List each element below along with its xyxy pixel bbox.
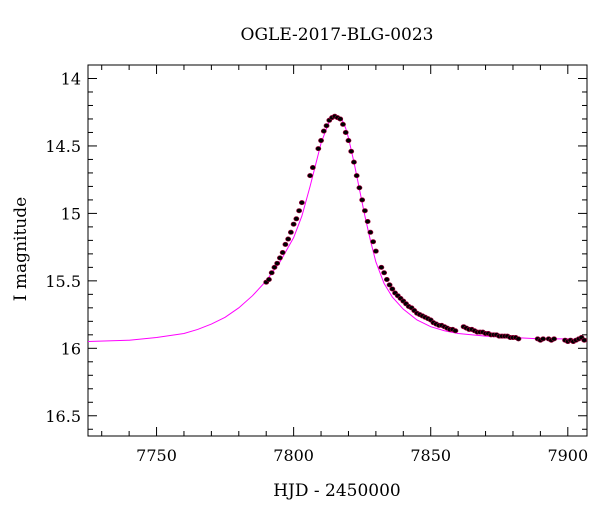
- x-axis-label: HJD - 2450000: [273, 481, 401, 501]
- data-point: [268, 270, 275, 276]
- data-point: [515, 336, 522, 342]
- model-curve-layer: [87, 115, 588, 343]
- y-tick-label: 16: [61, 339, 81, 358]
- data-point: [383, 277, 390, 283]
- data-point: [320, 128, 327, 134]
- data-point: [353, 173, 360, 179]
- data-point: [540, 336, 547, 342]
- data-point: [367, 229, 374, 235]
- data-point: [551, 336, 557, 342]
- data-point: [315, 146, 322, 152]
- data-point: [452, 328, 459, 334]
- data-point: [356, 185, 363, 191]
- data-point: [337, 116, 344, 122]
- plot-frame: [87, 64, 588, 437]
- y-tick-label: 15: [61, 204, 81, 223]
- model-curve: [87, 115, 588, 343]
- data-point: [282, 241, 289, 247]
- chart-title: OGLE-2017-BLG-0023: [241, 25, 434, 45]
- data-point: [285, 236, 292, 242]
- data-point: [345, 138, 352, 144]
- data-point: [372, 248, 379, 254]
- data-point: [298, 200, 305, 206]
- y-tick-label: 14: [61, 69, 81, 88]
- y-tick-label: 15.5: [45, 272, 81, 291]
- data-point: [266, 277, 272, 283]
- data-point: [274, 260, 281, 266]
- data-point: [277, 255, 283, 261]
- data-point: [279, 250, 286, 256]
- x-tick-label: 7750: [136, 446, 177, 465]
- data-point: [364, 218, 371, 224]
- tick-layer: 7750 7800 7850 7900 14 14.5 15 15.5 16 16.5: [45, 64, 588, 465]
- data-points-layer: [263, 113, 588, 345]
- data-point: [318, 138, 324, 144]
- data-point: [386, 282, 393, 288]
- data-point: [340, 121, 346, 127]
- data-point: [309, 165, 316, 171]
- x-tick-label: 7850: [410, 446, 451, 465]
- y-axis-label: I magnitude: [11, 197, 31, 301]
- data-point: [348, 148, 355, 154]
- data-point: [381, 270, 388, 276]
- data-point: [296, 208, 303, 214]
- data-point: [323, 123, 330, 129]
- data-point: [307, 173, 313, 179]
- data-point: [362, 208, 368, 214]
- data-point: [271, 264, 278, 270]
- x-tick-label: 7800: [273, 446, 314, 465]
- data-point: [287, 229, 294, 235]
- data-point: [290, 221, 297, 227]
- data-point: [378, 264, 385, 270]
- y-tick-label: 16.5: [45, 407, 81, 426]
- data-point: [351, 159, 357, 165]
- y-tick-label: 14.5: [45, 137, 81, 156]
- data-point: [359, 197, 366, 203]
- data-point: [389, 286, 396, 292]
- data-point: [370, 239, 377, 245]
- x-tick-label: 7900: [547, 446, 588, 465]
- plot-axes: [87, 64, 588, 437]
- data-point: [581, 337, 588, 343]
- data-point: [342, 129, 349, 135]
- data-point: [293, 216, 300, 222]
